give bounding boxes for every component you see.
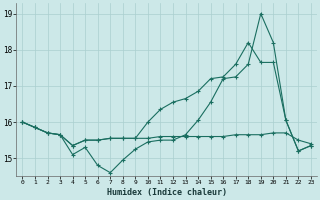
X-axis label: Humidex (Indice chaleur): Humidex (Indice chaleur): [107, 188, 227, 197]
